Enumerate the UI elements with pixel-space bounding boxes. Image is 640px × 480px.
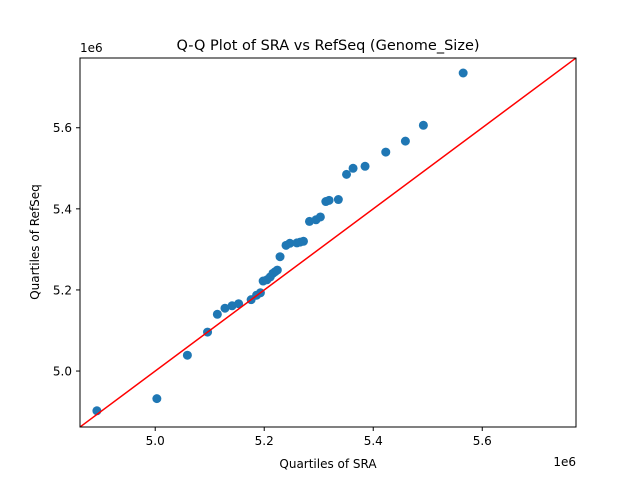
x-axis-label: Quartiles of SRA (279, 457, 377, 471)
data-point-2 (182, 350, 192, 360)
data-point-17 (275, 252, 285, 262)
data-point-4 (212, 309, 222, 319)
data-point-25 (315, 212, 325, 222)
data-point-29 (342, 169, 352, 179)
reference-line (80, 58, 576, 427)
data-point-28 (333, 195, 343, 205)
y-axis-label: Quartiles of RefSeq (28, 184, 42, 300)
data-point-27 (324, 195, 334, 205)
data-point-7 (234, 299, 244, 309)
x-tick-label: 5.6 (473, 434, 492, 448)
x-tick-label: 5.2 (255, 434, 274, 448)
x-tick-label: 5.4 (364, 434, 383, 448)
data-point-34 (418, 120, 428, 130)
data-point-19 (285, 238, 295, 248)
plot-frame (79, 57, 577, 428)
y-tick-label: 5.0 (53, 365, 72, 379)
y-offset-label: 1e6 (80, 41, 103, 55)
x-offset-label: 1e6 (553, 455, 576, 469)
data-point-22 (298, 236, 308, 246)
y-tick-label: 5.6 (53, 121, 72, 135)
data-point-5 (220, 303, 230, 313)
data-point-31 (360, 161, 370, 171)
chart-title: Q-Q Plot of SRA vs RefSeq (Genome_Size) (176, 38, 479, 54)
y-tick-label: 5.2 (53, 283, 72, 297)
data-point-1 (152, 394, 162, 404)
data-point-33 (400, 136, 410, 146)
points-layer (92, 68, 468, 416)
y-tick-label: 5.4 (53, 202, 72, 216)
data-point-35 (458, 68, 468, 78)
x-axis-ticks: 5.0 5.2 5.4 5.6 (146, 427, 492, 448)
data-point-32 (381, 147, 391, 157)
data-point-16 (272, 265, 282, 275)
x-tick-label: 5.0 (146, 434, 165, 448)
y-axis-ticks: 5.0 5.2 5.4 5.6 (53, 121, 80, 379)
data-point-30 (348, 163, 358, 173)
